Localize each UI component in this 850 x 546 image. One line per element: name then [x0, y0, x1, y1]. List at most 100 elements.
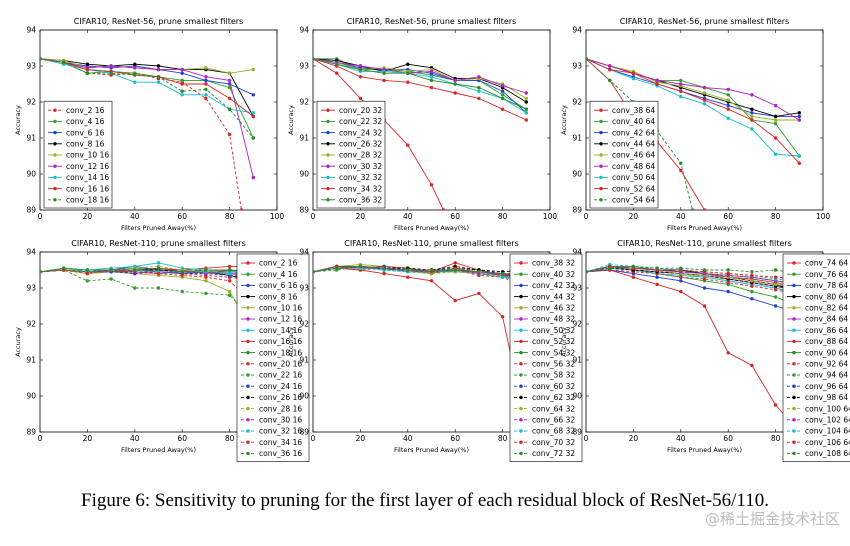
x-tick-label: 40 [130, 212, 140, 221]
series-line-conv_42-64 [586, 58, 800, 117]
x-tick-label: 0 [311, 434, 316, 443]
legend-label: conv_6 16 [66, 128, 105, 137]
legend-label: conv_104 64 [805, 427, 850, 436]
legend-marker [53, 153, 57, 157]
legend-marker [599, 130, 603, 135]
data-point [156, 271, 161, 276]
y-tick-label: 90 [299, 392, 309, 401]
data-point [524, 118, 528, 122]
x-tick-label: 80 [498, 434, 508, 443]
legend-marker [246, 418, 250, 422]
y-tick-label: 93 [572, 284, 582, 293]
data-point [477, 270, 481, 274]
legend-marker [792, 339, 796, 344]
y-tick-label: 94 [26, 248, 36, 257]
legend-label: conv_82 64 [805, 304, 848, 313]
data-point [429, 279, 434, 283]
x-tick-label: 60 [177, 434, 187, 443]
legend-marker [246, 384, 250, 388]
data-point [406, 143, 410, 147]
y-tick-label: 94 [572, 26, 582, 35]
data-point [109, 64, 113, 68]
legend-label: conv_52 64 [612, 184, 655, 193]
y-axis-label: Accuracy [14, 105, 22, 135]
data-point [453, 91, 457, 95]
data-point [180, 273, 184, 278]
legend-label: conv_92 64 [805, 360, 848, 369]
data-point [85, 271, 90, 276]
legend: conv_20 32 conv_22 32 conv_24 32 conv_26 32… [316, 100, 386, 209]
legend-marker [246, 272, 250, 276]
data-point [85, 67, 90, 72]
data-point [358, 264, 363, 269]
legend-marker [599, 119, 603, 124]
data-point [156, 80, 161, 84]
series-line-conv_30-32 [313, 58, 527, 94]
data-point [750, 118, 754, 122]
x-tick-label: 60 [177, 212, 187, 221]
legend-label: conv_10 16 [259, 304, 302, 313]
legend-label: conv_42 64 [612, 128, 655, 137]
data-point [726, 87, 730, 92]
legend-label: conv_8 16 [66, 140, 105, 149]
x-tick-label: 40 [676, 434, 686, 443]
chart-title: CIFAR10, ResNet-56, prune smallest filte… [74, 17, 243, 26]
data-point [382, 266, 386, 270]
legend-marker [519, 384, 523, 388]
legend: conv_2 16 conv_4 16 conv_6 16 conv_8 16 conv… [236, 253, 310, 462]
legend-label: conv_44 32 [532, 292, 575, 301]
series-line-conv_14-16 [40, 58, 254, 114]
legend-label: conv_78 64 [805, 281, 848, 290]
legend-label: conv_22 16 [259, 371, 302, 380]
legend-marker [53, 119, 57, 124]
legend-label: conv_68 32 [532, 427, 575, 436]
series-line-conv_50-64 [586, 58, 800, 157]
x-tick-label: 0 [38, 212, 43, 221]
data-point [204, 291, 208, 296]
x-axis-label: Filters Pruned Away(%) [394, 224, 469, 232]
y-tick-label: 94 [299, 26, 309, 35]
data-point [773, 403, 778, 407]
legend-label: conv_30 32 [339, 162, 382, 171]
data-point [702, 304, 707, 308]
x-tick-label: 80 [498, 212, 508, 221]
legend-label: conv_34 16 [259, 438, 302, 447]
chart-title: CIFAR10, ResNet-110, prune smallest filt… [71, 239, 246, 248]
data-point [204, 268, 208, 272]
y-tick-label: 91 [26, 356, 36, 365]
legend-marker [792, 261, 796, 265]
data-point [453, 261, 457, 265]
y-axis-label: Accuracy [14, 327, 22, 357]
legend-marker [792, 429, 796, 433]
y-tick-label: 90 [572, 392, 582, 401]
data-point [204, 93, 208, 97]
legend-label: conv_50 32 [532, 326, 575, 335]
legend-marker [792, 317, 796, 321]
series-line-conv_74-64 [586, 269, 800, 432]
legend-label: conv_64 32 [532, 404, 575, 413]
legend: conv_74 64 conv_76 64 conv_78 64 conv_80 64… [782, 253, 850, 462]
x-tick-label: 100 [816, 212, 831, 221]
x-tick-label: 80 [225, 212, 235, 221]
data-point [429, 69, 434, 74]
y-tick-label: 93 [299, 284, 309, 293]
data-point [133, 62, 137, 66]
legend-marker [599, 198, 603, 202]
data-point [133, 286, 137, 290]
legend-label: conv_16 16 [66, 184, 109, 193]
legend-label: conv_50 64 [612, 173, 655, 182]
legend-label: conv_100 64 [805, 404, 850, 413]
data-point [227, 289, 232, 294]
data-point [631, 264, 636, 269]
legend-marker [246, 306, 250, 310]
legend-label: conv_84 64 [805, 315, 848, 324]
y-tick-label: 89 [299, 428, 309, 437]
legend-marker [792, 294, 796, 299]
x-tick-label: 60 [723, 434, 733, 443]
legend-marker [53, 108, 57, 112]
legend-label: conv_8 16 [259, 292, 298, 301]
data-point [631, 275, 636, 279]
data-point [109, 71, 113, 75]
legend-marker [246, 406, 250, 411]
data-point [500, 315, 505, 319]
